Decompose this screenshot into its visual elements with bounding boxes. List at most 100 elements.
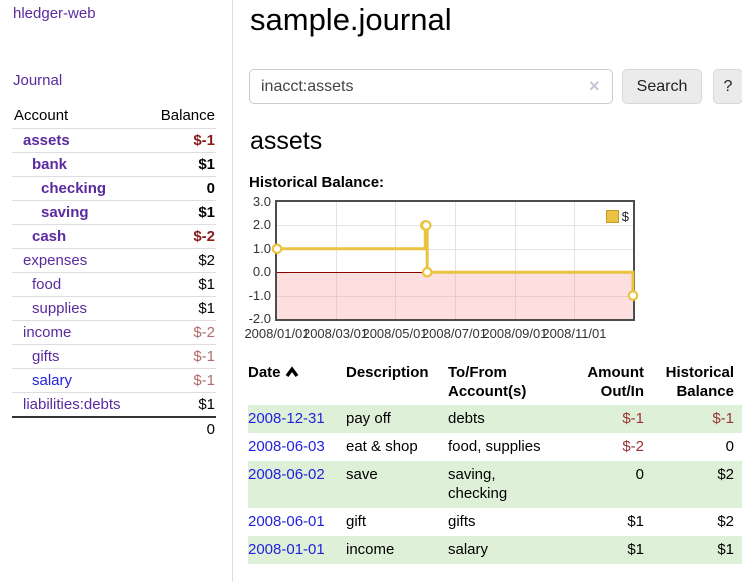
transaction-balance: $1: [717, 541, 734, 558]
gridline: [514, 202, 516, 319]
account-link[interactable]: saving: [41, 203, 89, 221]
account-balance: $-1: [145, 368, 216, 393]
data-point-marker: [271, 243, 283, 255]
account-link[interactable]: bank: [32, 155, 68, 173]
transaction-row: 2008-01-01 income salary $1 $1: [248, 536, 742, 564]
register-col-description: Description: [346, 364, 429, 381]
account-link[interactable]: salary: [32, 371, 73, 389]
gridline: [395, 202, 397, 319]
account-row: cash $-2: [12, 224, 216, 249]
transaction-balance: $-1: [712, 410, 734, 427]
transaction-amount: $1: [627, 541, 644, 558]
transaction-date-link[interactable]: 2008-06-03: [248, 438, 325, 455]
register-col-account: To/From Account(s): [448, 364, 527, 400]
register-table: Date Description To/From Account(s) Amou…: [248, 360, 742, 564]
search-input[interactable]: [249, 69, 613, 104]
chart-title: Historical Balance:: [249, 174, 385, 191]
legend-swatch-icon: [605, 210, 619, 223]
register-col-balance: Historical Balance: [665, 364, 734, 400]
clear-search-icon[interactable]: ×: [589, 76, 600, 96]
legend-label: $: [621, 209, 629, 224]
accounts-col-balance: Balance: [145, 104, 216, 129]
account-link[interactable]: checking: [41, 179, 107, 197]
sidebar: hledger-web Journal Account Balance asse…: [0, 0, 233, 582]
data-point-marker: [627, 290, 639, 301]
data-point-marker: [421, 266, 433, 278]
register-col-date[interactable]: Date: [248, 360, 346, 405]
help-button[interactable]: ?: [713, 69, 742, 104]
transaction-description: gift: [346, 513, 367, 530]
transaction-description: eat & shop: [346, 438, 418, 455]
account-balance: $1: [145, 272, 216, 297]
accounts-header-row: Account Balance: [12, 104, 216, 129]
account-balance: $1: [145, 200, 216, 225]
transaction-description: pay off: [346, 410, 391, 427]
chart-legend: $: [605, 209, 629, 224]
search-bar: × Search ?: [249, 69, 742, 104]
register-col-amount: Amount Out/In: [587, 364, 644, 400]
account-link[interactable]: liabilities:debts: [23, 395, 121, 413]
account-link[interactable]: expenses: [23, 251, 88, 269]
accounts-table: Account Balance assets $-1 bank $1 checking 0…: [12, 104, 216, 441]
account-row: assets $-1: [12, 128, 216, 153]
account-row: bank $1: [12, 152, 216, 177]
transaction-row: 2008-06-02 save saving, checking 0 $2: [248, 461, 742, 508]
balance-chart: $ 3.0 2.0 1.0 0.0 -1.0 -2.0 2008/01/01 2008/03/…: [240, 194, 742, 345]
x-axis-tick-label: 2008/07/01: [421, 326, 488, 341]
transaction-description: save: [346, 466, 378, 483]
account-balance: $-2: [145, 224, 216, 249]
main-content: sample.journal × Search ? assets Histori…: [234, 0, 742, 582]
transaction-amount: $-1: [622, 410, 644, 427]
account-balance: $1: [145, 152, 216, 177]
account-balance: $-2: [145, 320, 216, 345]
transaction-date-link[interactable]: 2008-06-02: [248, 466, 325, 483]
data-point-marker: [420, 220, 432, 231]
account-balance: 0: [145, 176, 216, 201]
accounts-total-row: 0: [12, 415, 216, 441]
transaction-row: 2008-06-03 eat & shop food, supplies $-2 0: [248, 433, 742, 461]
y-axis-tick-label: 2.0: [252, 217, 271, 233]
accounts-total-value: 0: [145, 415, 216, 441]
x-axis-tick-label: 2008/01/01: [244, 326, 310, 341]
account-row: checking 0: [12, 176, 216, 201]
account-link[interactable]: assets: [23, 131, 70, 149]
transaction-date-link[interactable]: 2008-01-01: [248, 541, 325, 558]
transaction-amount: $-2: [622, 438, 644, 455]
y-axis-tick-label: 1.0: [252, 240, 271, 256]
account-link[interactable]: income: [23, 323, 72, 341]
gridline: [574, 202, 576, 319]
account-link[interactable]: food: [32, 275, 62, 293]
transaction-amount: $1: [627, 513, 644, 530]
account-link[interactable]: cash: [32, 227, 67, 245]
transaction-description: income: [346, 541, 395, 558]
transaction-balance: 0: [725, 438, 734, 455]
page-title: sample.journal: [250, 2, 452, 37]
account-balance: $-1: [145, 344, 216, 369]
account-heading: assets: [250, 127, 323, 155]
transaction-accounts: food, supplies: [448, 438, 541, 455]
nav-journal-link[interactable]: Journal: [13, 72, 63, 89]
y-axis-tick-label: 3.0: [252, 194, 271, 209]
search-button[interactable]: Search: [622, 69, 702, 104]
account-row: gifts $-1: [12, 344, 216, 369]
transaction-accounts: debts: [448, 410, 485, 427]
y-axis-tick-label: -1.0: [248, 287, 271, 303]
transaction-row: 2008-12-31 pay off debts $-1 $-1: [248, 405, 742, 433]
transaction-balance: $2: [717, 513, 734, 530]
account-balance: $1: [198, 395, 215, 413]
gridline: [454, 202, 456, 319]
y-axis-tick-label: -2.0: [248, 311, 271, 326]
register-header-row: Date Description To/From Account(s) Amou…: [248, 360, 742, 405]
account-balance: $2: [145, 248, 216, 273]
account-link[interactable]: gifts: [32, 347, 60, 365]
y-axis-tick-label: 0.0: [252, 264, 271, 280]
register-body: 2008-12-31 pay off debts $-1 $-1 2008-06-03 ea…: [248, 405, 742, 564]
accounts-col-account: Account: [12, 104, 146, 129]
x-axis-tick-label: 2008/11/01: [542, 326, 607, 341]
transaction-date-link[interactable]: 2008-12-31: [248, 410, 325, 427]
brand-link[interactable]: hledger-web: [13, 5, 96, 22]
account-link[interactable]: supplies: [32, 299, 88, 317]
account-balance: $-1: [145, 128, 216, 153]
account-row: saving $1: [12, 200, 216, 225]
transaction-date-link[interactable]: 2008-06-01: [248, 513, 325, 530]
